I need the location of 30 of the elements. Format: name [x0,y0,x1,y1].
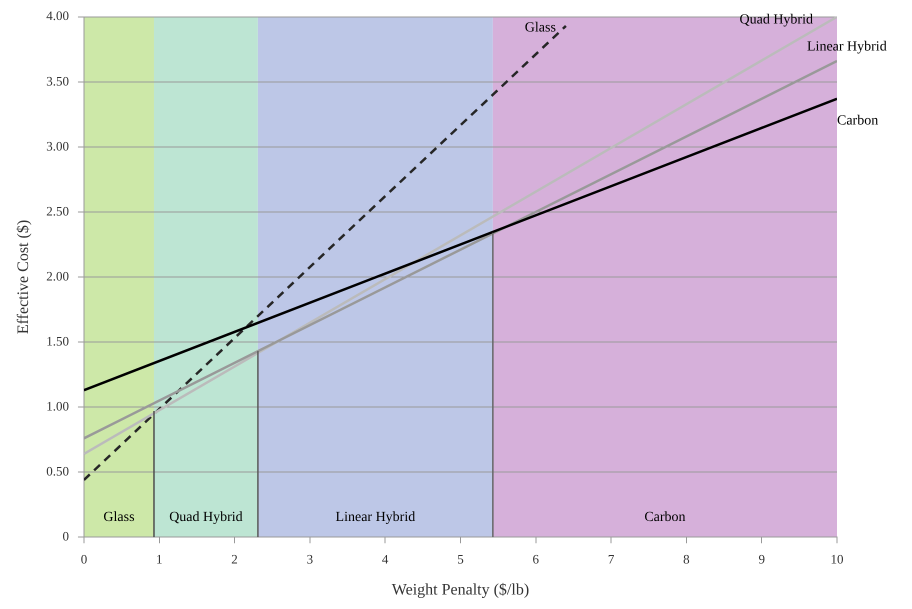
x-tick-label: 7 [608,551,615,566]
y-tick-label: 3.00 [46,138,69,154]
y-tick-label: 2.50 [46,203,69,218]
x-tick-label: 6 [532,551,540,566]
x-tick-label: 3 [306,551,314,566]
band-label: Quad Hybrid [169,510,243,525]
x-tick-label: 0 [80,551,88,566]
series-label: Glass [524,20,556,36]
y-tick-label: 1.00 [46,398,69,414]
x-tick-label: 2 [231,551,238,566]
y-tick-label: 0.50 [46,464,69,479]
y-tick-label: 0 [62,528,69,544]
band-label: Carbon [644,510,686,525]
x-tick-label: 1 [156,551,163,566]
y-tick-label: 2.00 [46,268,69,284]
band-label: Glass [103,510,135,525]
x-tick-label: 10 [830,551,844,566]
y-tick-label: 4.00 [46,8,69,24]
x-tick-label: 5 [457,551,464,566]
x-tick-label: 9 [758,551,765,566]
series-label: Linear Hybrid [807,40,887,55]
x-tick-label: 4 [382,551,389,566]
series-label: Quad Hybrid [740,12,813,28]
band-label: Linear Hybrid [336,510,416,525]
x-axis-title: Weight Penalty ($/lb) [392,582,530,599]
y-tick-label: 1.50 [46,333,69,348]
x-tick-label: 8 [683,551,690,566]
y-axis-title: Effective Cost ($) [14,220,32,334]
y-tick-label: 3.50 [46,73,69,88]
series-label: Carbon [837,113,878,128]
